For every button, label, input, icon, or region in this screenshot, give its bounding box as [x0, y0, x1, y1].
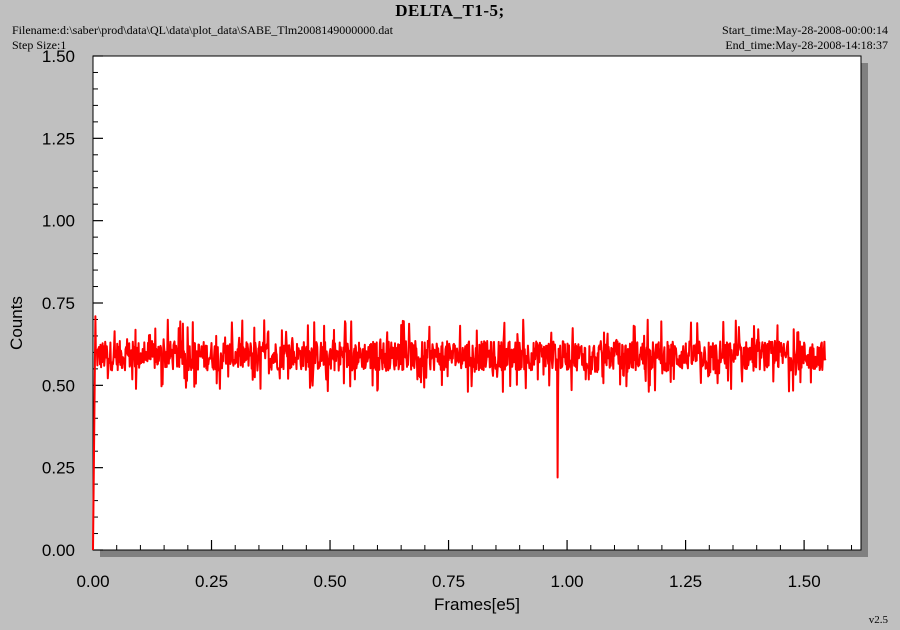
axes: 0.00 0.25 0.50 0.75 1.00 1.25 1.50 0.00 0.25 0.50…	[42, 47, 853, 591]
series-group	[92, 315, 827, 551]
x-tick-label: 0.00	[76, 572, 109, 591]
y-tick-label: 0.00	[42, 541, 75, 560]
plot-area	[92, 55, 862, 551]
end-time-label: End_time:May-28-2008-14:18:37	[725, 38, 888, 52]
x-tick-label: 1.50	[788, 572, 821, 591]
y-tick-label: 1.00	[42, 212, 75, 231]
version-label: v2.5	[868, 614, 888, 626]
series-line	[92, 315, 827, 551]
x-tick-label: 0.75	[432, 572, 465, 591]
x-axis-label: Frames[e5]	[434, 595, 520, 614]
y-axis-label: Counts	[7, 296, 26, 350]
y-tick-label: 0.50	[42, 376, 75, 395]
y-tick-label: 0.75	[42, 294, 75, 313]
y-tick-label: 0.25	[42, 459, 75, 478]
axis-labels: Frames[e5] Counts	[7, 296, 520, 614]
filename-label: Filename:d:\saber\prod\data\QL\data\plot…	[12, 23, 393, 37]
x-tick-label: 1.25	[669, 572, 702, 591]
start-time-label: Start_time:May-28-2008-00:00:14	[722, 23, 888, 37]
x-tick-label: 0.50	[313, 572, 346, 591]
y-tick-label: 1.25	[42, 129, 75, 148]
chart-title: DELTA_T1-5;	[395, 1, 505, 20]
x-tick-label: 0.25	[195, 572, 228, 591]
y-tick-label: 1.50	[42, 47, 75, 66]
step-size-label: Step Size:1	[12, 38, 67, 52]
x-tick-label: 1.00	[551, 572, 584, 591]
